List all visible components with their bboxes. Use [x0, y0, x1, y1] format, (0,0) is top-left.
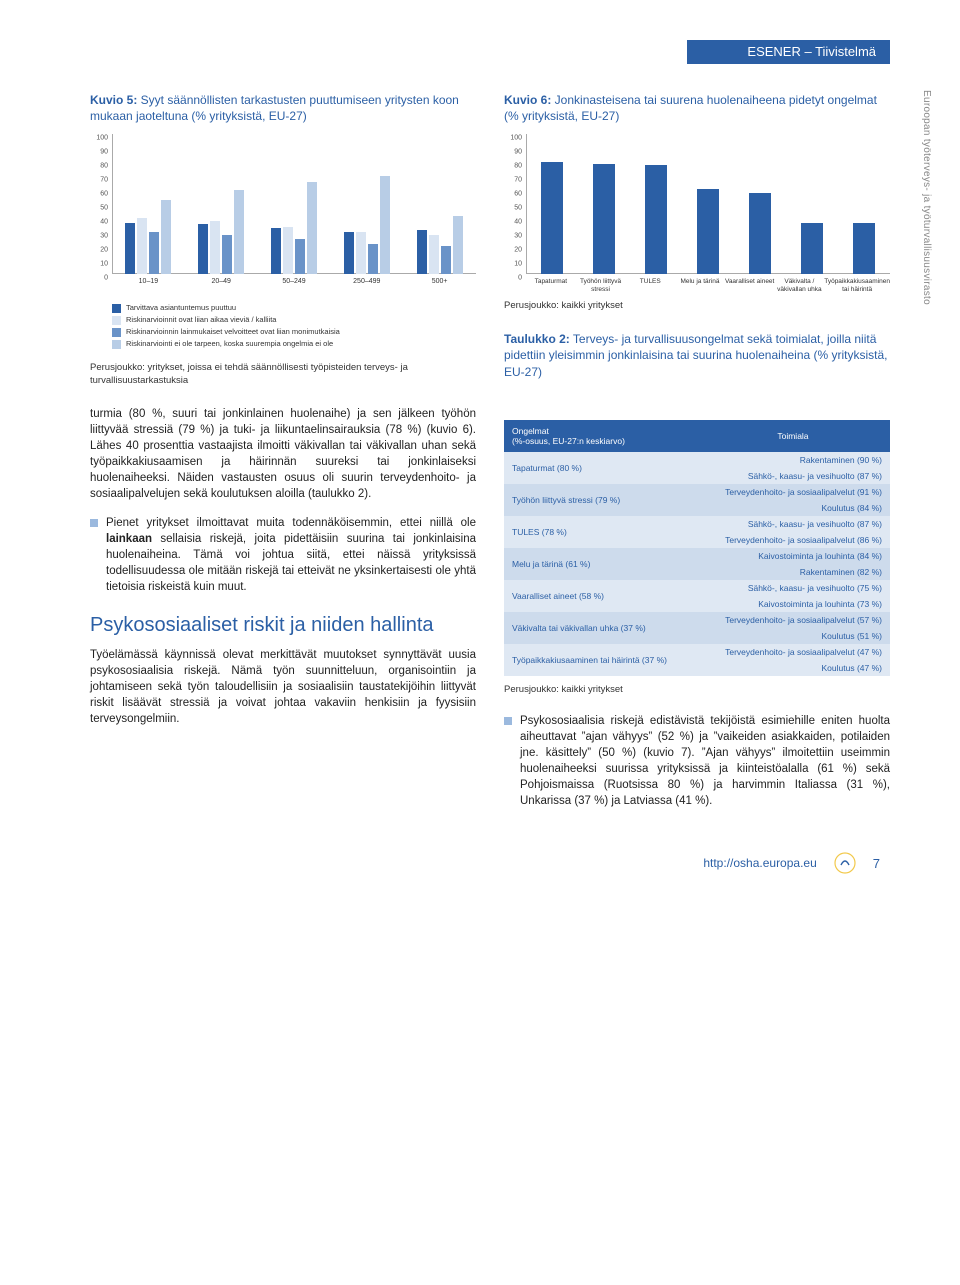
header-strip: ESENER – Tiivistelmä — [90, 40, 890, 64]
chart5-legend: Tarvittava asiantuntemus puuttuuRiskinar… — [112, 302, 476, 350]
chart5-bar — [356, 232, 366, 274]
table2-title: Taulukko 2: Terveys- ja turvallisuusonge… — [504, 331, 890, 380]
chart5-bar — [283, 227, 293, 275]
chart6: TapaturmatTyöhön liittyvä stressiTULESMe… — [504, 134, 890, 294]
chart5-bar — [368, 244, 378, 275]
table2-caption: Perusjoukko: kaikki yritykset — [504, 684, 890, 697]
footer-url: http://osha.europa.eu — [703, 856, 816, 870]
table2-head-1: Ongelmat(%-osuus, EU-27:n keskiarvo) — [504, 420, 696, 452]
chart6-title-text: Jonkinasteisena tai suurena huolenaiheen… — [504, 93, 877, 123]
chart6-xlabels: TapaturmatTyöhön liittyvä stressiTULESMe… — [526, 276, 890, 294]
table2-sector-cell: Rakentaminen (82 %) — [696, 564, 890, 580]
section-heading-psyko: Psykososiaaliset riskit ja niiden hallin… — [90, 613, 476, 637]
chart5-bar — [161, 200, 171, 274]
left-paragraph-1: turmia (80 %, suuri tai jonkinlainen huo… — [90, 406, 476, 503]
chart5-bar — [307, 182, 317, 274]
chart5-bar — [380, 176, 390, 274]
bullet-square-icon — [504, 717, 512, 725]
chart5-bar — [453, 216, 463, 275]
chart5-bar — [125, 223, 135, 275]
chart5-bars — [112, 134, 476, 274]
header-title: ESENER – Tiivistelmä — [687, 40, 890, 64]
chart6-caption: Perusjoukko: kaikki yritykset — [504, 300, 890, 313]
chart5-bar — [149, 232, 159, 274]
table2-problem-cell: TULES (78 %) — [504, 516, 696, 548]
table2-sector-cell: Koulutus (47 %) — [696, 660, 890, 676]
chart5-bar — [295, 239, 305, 274]
chart5-bar — [429, 235, 439, 274]
table2-sector-cell: Terveydenhoito- ja sosiaalipalvelut (91 … — [696, 484, 890, 500]
chart5: 10–1920–4950–249250–499500+ 010203040506… — [90, 134, 476, 294]
chart5-bar — [344, 232, 354, 274]
table2-problem-cell: Melu ja tärinä (61 %) — [504, 548, 696, 580]
table2-problem-cell: Vaaralliset aineet (58 %) — [504, 580, 696, 612]
table2-sector-cell: Terveydenhoito- ja sosiaalipalvelut (47 … — [696, 644, 890, 660]
chart5-bar — [198, 224, 208, 274]
chart6-title-prefix: Kuvio 6: — [504, 93, 551, 107]
chart5-bar — [441, 246, 451, 274]
chart6-bar — [853, 223, 875, 275]
bullet-square-icon — [90, 519, 98, 527]
table2-sector-cell: Koulutus (51 %) — [696, 628, 890, 644]
table2-problem-cell: Työpaikkakiusaaminen tai häirintä (37 %) — [504, 644, 696, 676]
table2-sector-cell: Kaivostoiminta ja louhinta (73 %) — [696, 596, 890, 612]
chart5-title: Kuvio 5: Syyt säännöllisten tarkastusten… — [90, 92, 476, 124]
table2-title-prefix: Taulukko 2: — [504, 332, 570, 346]
chart5-bar — [417, 230, 427, 275]
chart5-caption: Perusjoukko: yritykset, joissa ei tehdä … — [90, 362, 476, 388]
table2-sector-cell: Terveydenhoito- ja sosiaalipalvelut (57 … — [696, 612, 890, 628]
chart6-bar — [593, 164, 615, 275]
table2-problem-cell: Työhön liittyvä stressi (79 %) — [504, 484, 696, 516]
chart5-bar — [271, 228, 281, 274]
chart6-bar — [749, 193, 771, 274]
table2: Ongelmat(%-osuus, EU-27:n keskiarvo) Toi… — [504, 420, 890, 676]
chart5-xlabels: 10–1920–4950–249250–499500+ — [112, 276, 476, 294]
table2-sector-cell: Koulutus (84 %) — [696, 500, 890, 516]
table2-sector-cell: Sähkö-, kaasu- ja vesihuolto (87 %) — [696, 468, 890, 484]
table2-head-2: Toimiala — [696, 420, 890, 452]
table2-problem-cell: Tapaturmat (80 %) — [504, 452, 696, 484]
left-paragraph-2: Työelämässä käynnissä olevat merkittävät… — [90, 647, 476, 727]
chart5-bar — [210, 221, 220, 274]
chart5-bar — [137, 218, 147, 274]
chart6-bars — [526, 134, 890, 274]
chart6-title: Kuvio 6: Jonkinasteisena tai suurena huo… — [504, 92, 890, 124]
chart5-bar — [222, 235, 232, 274]
left-bullet-1-text: Pienet yritykset ilmoittavat muita toden… — [106, 515, 476, 595]
chart6-bar — [801, 223, 823, 275]
page-number: 7 — [873, 856, 880, 871]
right-bullet-1-text: Psykososiaalisia riskejä edistävistä tek… — [520, 713, 890, 810]
sidebar-vertical-label: Euroopan työterveys- ja työturvallisuusv… — [921, 90, 932, 305]
table2-problem-cell: Väkivalta tai väkivallan uhka (37 %) — [504, 612, 696, 644]
chart5-title-text: Syyt säännöllisten tarkastusten puuttumi… — [90, 93, 459, 123]
chart6-bar — [541, 162, 563, 274]
right-bullet-1: Psykososiaalisia riskejä edistävistä tek… — [504, 713, 890, 810]
footer: http://osha.europa.eu 7 — [90, 851, 890, 875]
table2-sector-cell: Terveydenhoito- ja sosiaalipalvelut (86 … — [696, 532, 890, 548]
table2-sector-cell: Rakentaminen (90 %) — [696, 452, 890, 468]
table2-sector-cell: Sähkö-, kaasu- ja vesihuolto (75 %) — [696, 580, 890, 596]
left-bullet-1: Pienet yritykset ilmoittavat muita toden… — [90, 515, 476, 595]
chart5-title-prefix: Kuvio 5: — [90, 93, 137, 107]
chart5-bar — [234, 190, 244, 274]
agency-logo-icon — [833, 851, 857, 875]
table2-sector-cell: Sähkö-, kaasu- ja vesihuolto (87 %) — [696, 516, 890, 532]
table2-sector-cell: Kaivostoiminta ja louhinta (84 %) — [696, 548, 890, 564]
chart6-bar — [697, 189, 719, 274]
chart6-bar — [645, 165, 667, 274]
